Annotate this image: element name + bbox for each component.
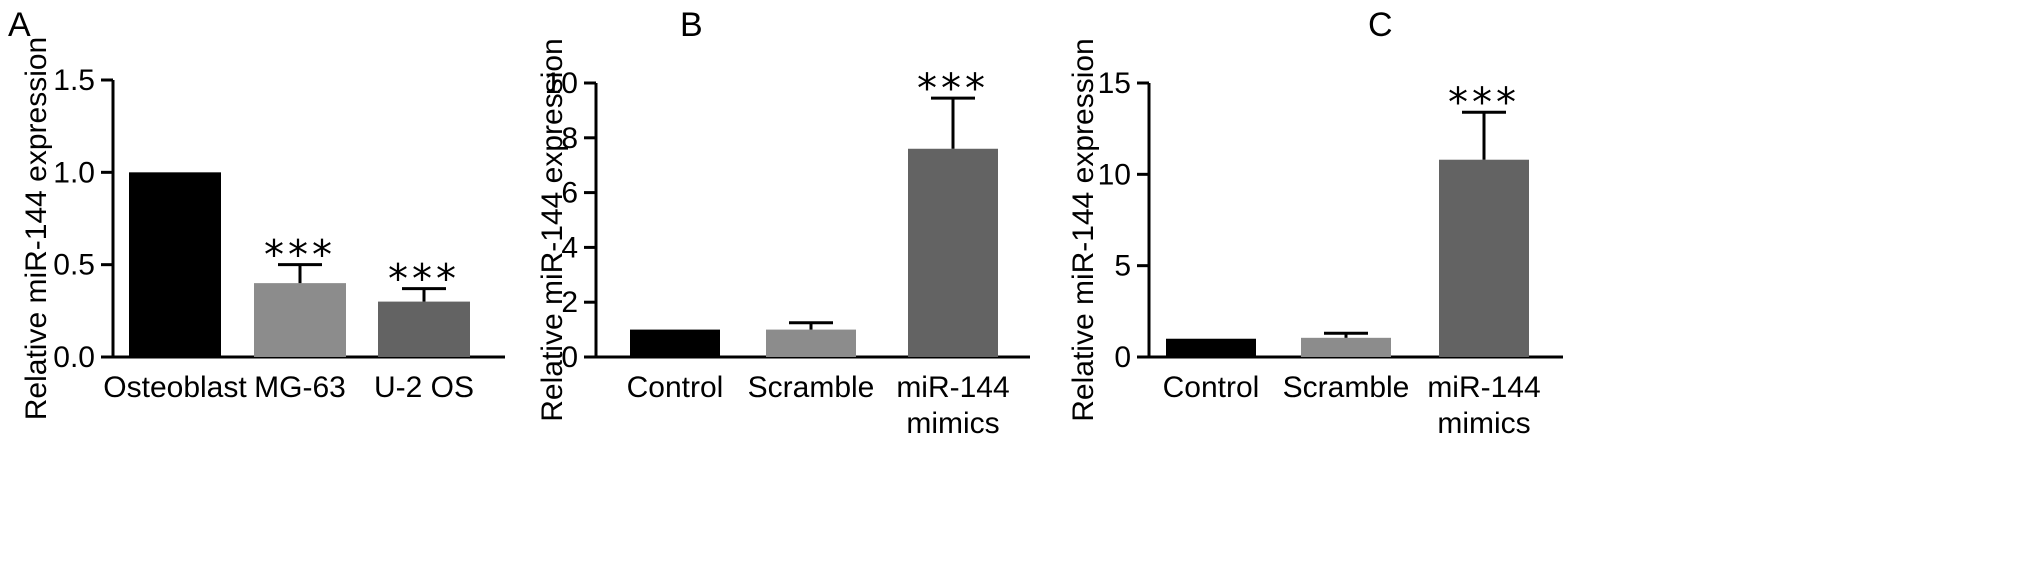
panel-a-letter: A	[8, 6, 31, 44]
panel-c-bar	[1301, 337, 1391, 357]
panel-a-bar	[129, 172, 221, 357]
panel-b-bar	[766, 329, 856, 357]
panel-b-significance: ***	[917, 66, 989, 112]
panel-b-y-tick-label: 8	[561, 122, 578, 155]
panel-a-bar	[254, 283, 346, 357]
panel-b-category-label: Control	[627, 371, 724, 404]
panel-b-category-label: mimics	[906, 407, 999, 440]
panel-c-significance: ***	[1448, 80, 1520, 126]
panel-a-y-axis-title: Relative miR-144 expression	[20, 37, 53, 421]
panel-c-category-label: Scramble	[1283, 371, 1410, 404]
panel-b-y-tick-label: 6	[561, 177, 578, 210]
panel-b-y-tick-label: 0	[561, 341, 578, 374]
panel-a-category-label: U-2 OS	[374, 371, 474, 404]
panel-c-y-tick-label: 15	[1098, 67, 1131, 100]
panel-b-y-tick-label: 10	[545, 67, 578, 100]
panel-b-bar	[908, 148, 998, 357]
panel-c-y-tick-label: 0	[1114, 341, 1131, 374]
panel-b-y-axis-title: Relative miR-144 expression	[536, 38, 569, 422]
panel-b-y-tick-label: 2	[561, 286, 578, 319]
panel-c-bar	[1439, 159, 1529, 357]
panel-a-y-tick-label: 0.0	[53, 341, 95, 374]
panel-c-category-label: Control	[1163, 371, 1260, 404]
panel-a-y-tick-label: 0.5	[53, 249, 95, 282]
panel-a-category-label: Osteoblast	[103, 371, 247, 404]
panel-b-category-label: Scramble	[748, 371, 875, 404]
panel-c-category-label: mimics	[1437, 407, 1530, 440]
panel-c-y-tick-label: 10	[1098, 158, 1131, 191]
panel-a-category-label: MG-63	[254, 371, 346, 404]
panel-c-y-tick-label: 5	[1114, 250, 1131, 283]
panel-b-bar	[630, 329, 720, 357]
panel-c-letter: C	[1368, 6, 1393, 44]
panel-b-letter: B	[680, 6, 703, 44]
panel-a-y-tick-label: 1.0	[53, 156, 95, 189]
panel-c-bar	[1166, 338, 1256, 357]
panel-c-y-axis-title: Relative miR-144 expression	[1067, 38, 1100, 422]
panel-b-category-label: miR-144	[896, 371, 1009, 404]
panel-a-bar	[378, 301, 470, 357]
panel-c-category-label: miR-144	[1427, 371, 1540, 404]
panel-a-significance: ***	[264, 233, 336, 279]
panel-b-y-tick-label: 4	[561, 231, 578, 264]
panel-a-y-tick-label: 1.5	[53, 64, 95, 97]
panel-a-significance: ***	[388, 257, 460, 303]
